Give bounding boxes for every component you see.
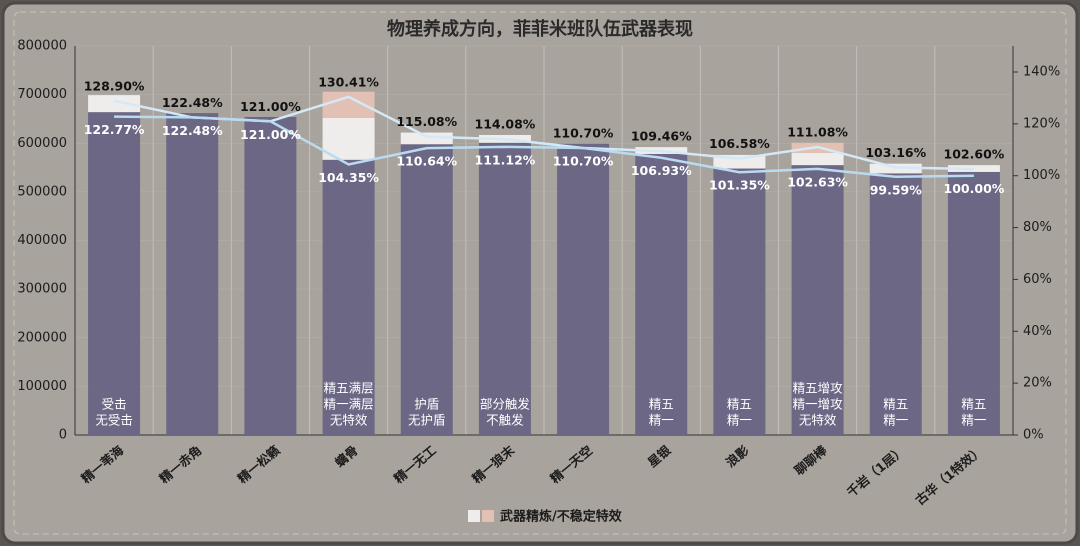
data-label: 111.12% — [475, 152, 536, 167]
data-label: 121.00% — [240, 99, 301, 114]
data-label: 122.48% — [162, 95, 223, 110]
bar-note: 无受击 — [95, 413, 133, 428]
bar-segment — [635, 153, 688, 435]
y2-tick-label: 40% — [1023, 324, 1052, 339]
bar-segment — [166, 113, 219, 435]
bar-note: 精一增攻 — [793, 397, 844, 412]
data-label: 122.77% — [84, 122, 145, 137]
data-label: 104.35% — [318, 170, 379, 185]
bar-segment — [791, 165, 844, 435]
data-label: 99.59% — [870, 182, 923, 197]
data-label: 110.70% — [553, 125, 614, 140]
data-label: 103.16% — [865, 145, 926, 160]
bar-segment — [869, 173, 922, 435]
data-label: 109.46% — [631, 129, 692, 144]
bar-note: 无特效 — [799, 413, 837, 428]
bar-segment — [88, 112, 141, 435]
y2-tick-label: 100% — [1023, 168, 1060, 183]
bar-segment — [400, 132, 453, 145]
bar-note: 精五 — [961, 397, 986, 412]
bar-note: 精一 — [883, 413, 908, 428]
line — [114, 115, 974, 179]
data-label: 110.64% — [396, 154, 457, 169]
legend-swatch — [482, 510, 494, 522]
legend-label: 武器精炼/不稳定特效 — [500, 509, 623, 525]
bar-segment — [244, 116, 297, 436]
bar-segment — [713, 168, 766, 435]
data-label: 106.58% — [709, 136, 770, 151]
data-label: 130.41% — [318, 74, 379, 89]
y-tick-label: 400000 — [17, 233, 67, 248]
bar-segment — [400, 144, 453, 435]
bar-segment — [947, 171, 1000, 435]
data-label: 102.60% — [944, 146, 1005, 161]
bar-segment — [322, 159, 375, 435]
data-label: 110.70% — [553, 153, 614, 168]
bar-note: 精五 — [883, 397, 908, 412]
bar-note: 精五满层 — [324, 381, 374, 396]
bar-segment — [88, 95, 141, 113]
bar-note: 精五增攻 — [793, 381, 844, 396]
data-label: 122.48% — [162, 123, 223, 138]
data-label: 100.00% — [944, 181, 1005, 196]
bar-note: 精一满层 — [324, 397, 374, 412]
data-label: 121.00% — [240, 127, 301, 142]
bar-note: 精一 — [649, 413, 674, 428]
bar-note: 受击 — [102, 397, 127, 412]
y-tick-label: 100000 — [17, 379, 67, 394]
y-tick-label: 500000 — [17, 184, 67, 199]
y-tick-label: 200000 — [17, 330, 67, 345]
legend-swatch — [468, 510, 480, 522]
bar-note: 精一 — [961, 413, 986, 428]
bar-segment — [791, 152, 844, 166]
data-label: 114.08% — [475, 117, 536, 132]
y-tick-label: 300000 — [17, 282, 67, 297]
bar-segment — [478, 142, 531, 436]
data-label: 111.08% — [787, 124, 848, 139]
bar-note: 无特效 — [330, 413, 368, 428]
y-tick-label: 600000 — [17, 136, 67, 151]
data-label: 101.35% — [709, 178, 770, 193]
data-label: 128.90% — [84, 78, 145, 93]
bar-note: 护盾 — [414, 397, 439, 412]
y2-tick-label: 80% — [1023, 220, 1052, 235]
y2-tick-label: 20% — [1023, 376, 1052, 391]
frame — [13, 11, 1067, 535]
y-tick-label: 700000 — [17, 87, 67, 102]
y-tick-label: 800000 — [17, 39, 67, 54]
chart-title: 物理养成方向，菲菲米班队伍武器表现 — [387, 18, 693, 40]
bar-note: 无护盾 — [408, 413, 446, 428]
bar-segment — [557, 143, 610, 435]
data-label: 106.93% — [631, 163, 692, 178]
bar-note: 精五 — [727, 397, 752, 412]
bar-note: 部分触发 — [480, 397, 531, 412]
bar-note: 精五 — [649, 397, 674, 412]
data-label: 115.08% — [396, 114, 457, 129]
y2-tick-label: 0% — [1023, 428, 1044, 443]
data-label: 102.63% — [787, 174, 848, 189]
bar-segment — [322, 117, 375, 160]
y2-tick-label: 60% — [1023, 272, 1052, 287]
y2-tick-label: 140% — [1023, 65, 1060, 80]
y2-tick-label: 120% — [1023, 116, 1060, 131]
y-tick-label: 0 — [59, 428, 67, 443]
bar-note: 不触发 — [486, 413, 524, 428]
bar-note: 精一 — [727, 413, 752, 428]
